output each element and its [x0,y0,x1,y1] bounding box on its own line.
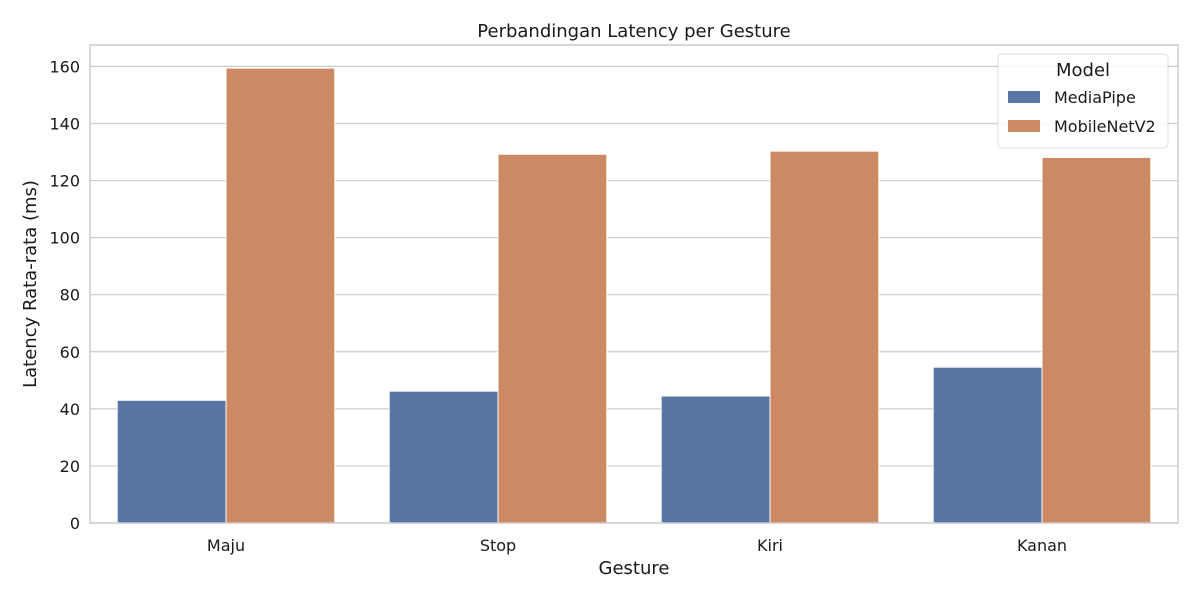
y-tick-labels: 0 20 40 60 80 100 120 140 160 [49,57,80,533]
x-axis-label: Gesture [599,558,670,579]
plot-frame [89,44,1179,524]
legend-box [997,53,1169,149]
legend-label-mobilenetv2: MobileNetV2 [1054,117,1156,136]
x-tick-label: Stop [480,536,516,555]
y-tick-label: 0 [70,514,80,533]
bar-mobilenetv2-maju: MobileNetV2 – Maju: 159.4 [225,67,336,524]
y-tick-label: 80 [60,286,80,305]
y-tick-label: 20 [60,457,80,476]
y-tick-label: 40 [60,400,80,419]
x-tick-label: Kanan [1017,536,1067,555]
chart-title: Perbandingan Latency per Gesture [477,21,790,42]
bar-mediapipe-kanan: MediaPipe – Kanan: 54.6 [932,366,1043,524]
bar-mobilenetv2-stop: MobileNetV2 – Stop: 129.2 [497,153,608,524]
bar-mobilenetv2-kiri: MobileNetV2 – Kiri: 130.3 [769,150,880,524]
y-tick-label: 60 [60,343,80,362]
y-tick-label: 120 [49,172,80,191]
y-tick-label: 160 [49,57,80,76]
legend: Model MediaPipe MobileNetV2 [997,53,1169,149]
bar-mediapipe-stop: MediaPipe – Stop: 46.2 [388,390,499,524]
x-tick-label: Maju [207,536,245,555]
legend-swatch-mediapipe [1008,91,1040,103]
legend-swatch-mobilenetv2 [1008,120,1040,132]
y-axis-label: Latency Rata-rata (ms) [20,180,41,388]
bar-mediapipe-maju: MediaPipe – Maju: 43 [116,399,227,524]
x-tick-labels: Maju Stop Kiri Kanan [207,536,1067,555]
bar-mediapipe-kiri: MediaPipe – Kiri: 44.5 [660,395,771,524]
y-tick-label: 140 [49,114,80,133]
bar-mobilenetv2-kanan: MobileNetV2 – Kanan: 128.1 [1041,156,1152,524]
bar-layer: MediaPipe – Maju: 43MobileNetV2 – Maju: … [116,67,1152,524]
legend-items: MediaPipe MobileNetV2 [1008,88,1156,136]
legend-title: Model [1056,60,1110,81]
y-tick-label: 100 [49,229,80,248]
legend-label-mediapipe: MediaPipe [1054,88,1136,107]
x-tick-label: Kiri [757,536,783,555]
